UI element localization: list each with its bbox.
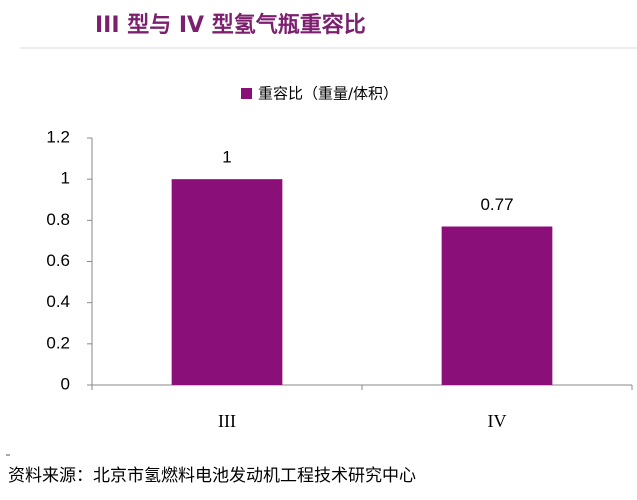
y-tick-label: 0.2 bbox=[46, 333, 70, 352]
x-tick-label: III bbox=[218, 411, 236, 431]
data-label: 1 bbox=[222, 148, 231, 167]
bar bbox=[171, 179, 283, 385]
legend-swatch bbox=[241, 88, 252, 99]
y-tick-label: 1 bbox=[61, 169, 70, 188]
data-label: 0.77 bbox=[480, 195, 513, 214]
y-tick-label: 0.6 bbox=[46, 251, 70, 270]
x-tick-label: IV bbox=[488, 411, 507, 431]
bar bbox=[441, 226, 553, 385]
y-tick-label: 1.2 bbox=[46, 127, 70, 146]
legend-label: 重容比（重量/体积） bbox=[258, 85, 398, 103]
y-tick-label: 0.4 bbox=[46, 292, 70, 311]
y-tick-label: 0.8 bbox=[46, 210, 70, 229]
chart-title: III 型与 IV 型氢气瓶重容比 bbox=[95, 12, 366, 38]
source-note: 资料来源：北京市氢燃料电池发动机工程技术研究中心 bbox=[8, 466, 416, 486]
y-tick-label: 0 bbox=[61, 374, 70, 393]
